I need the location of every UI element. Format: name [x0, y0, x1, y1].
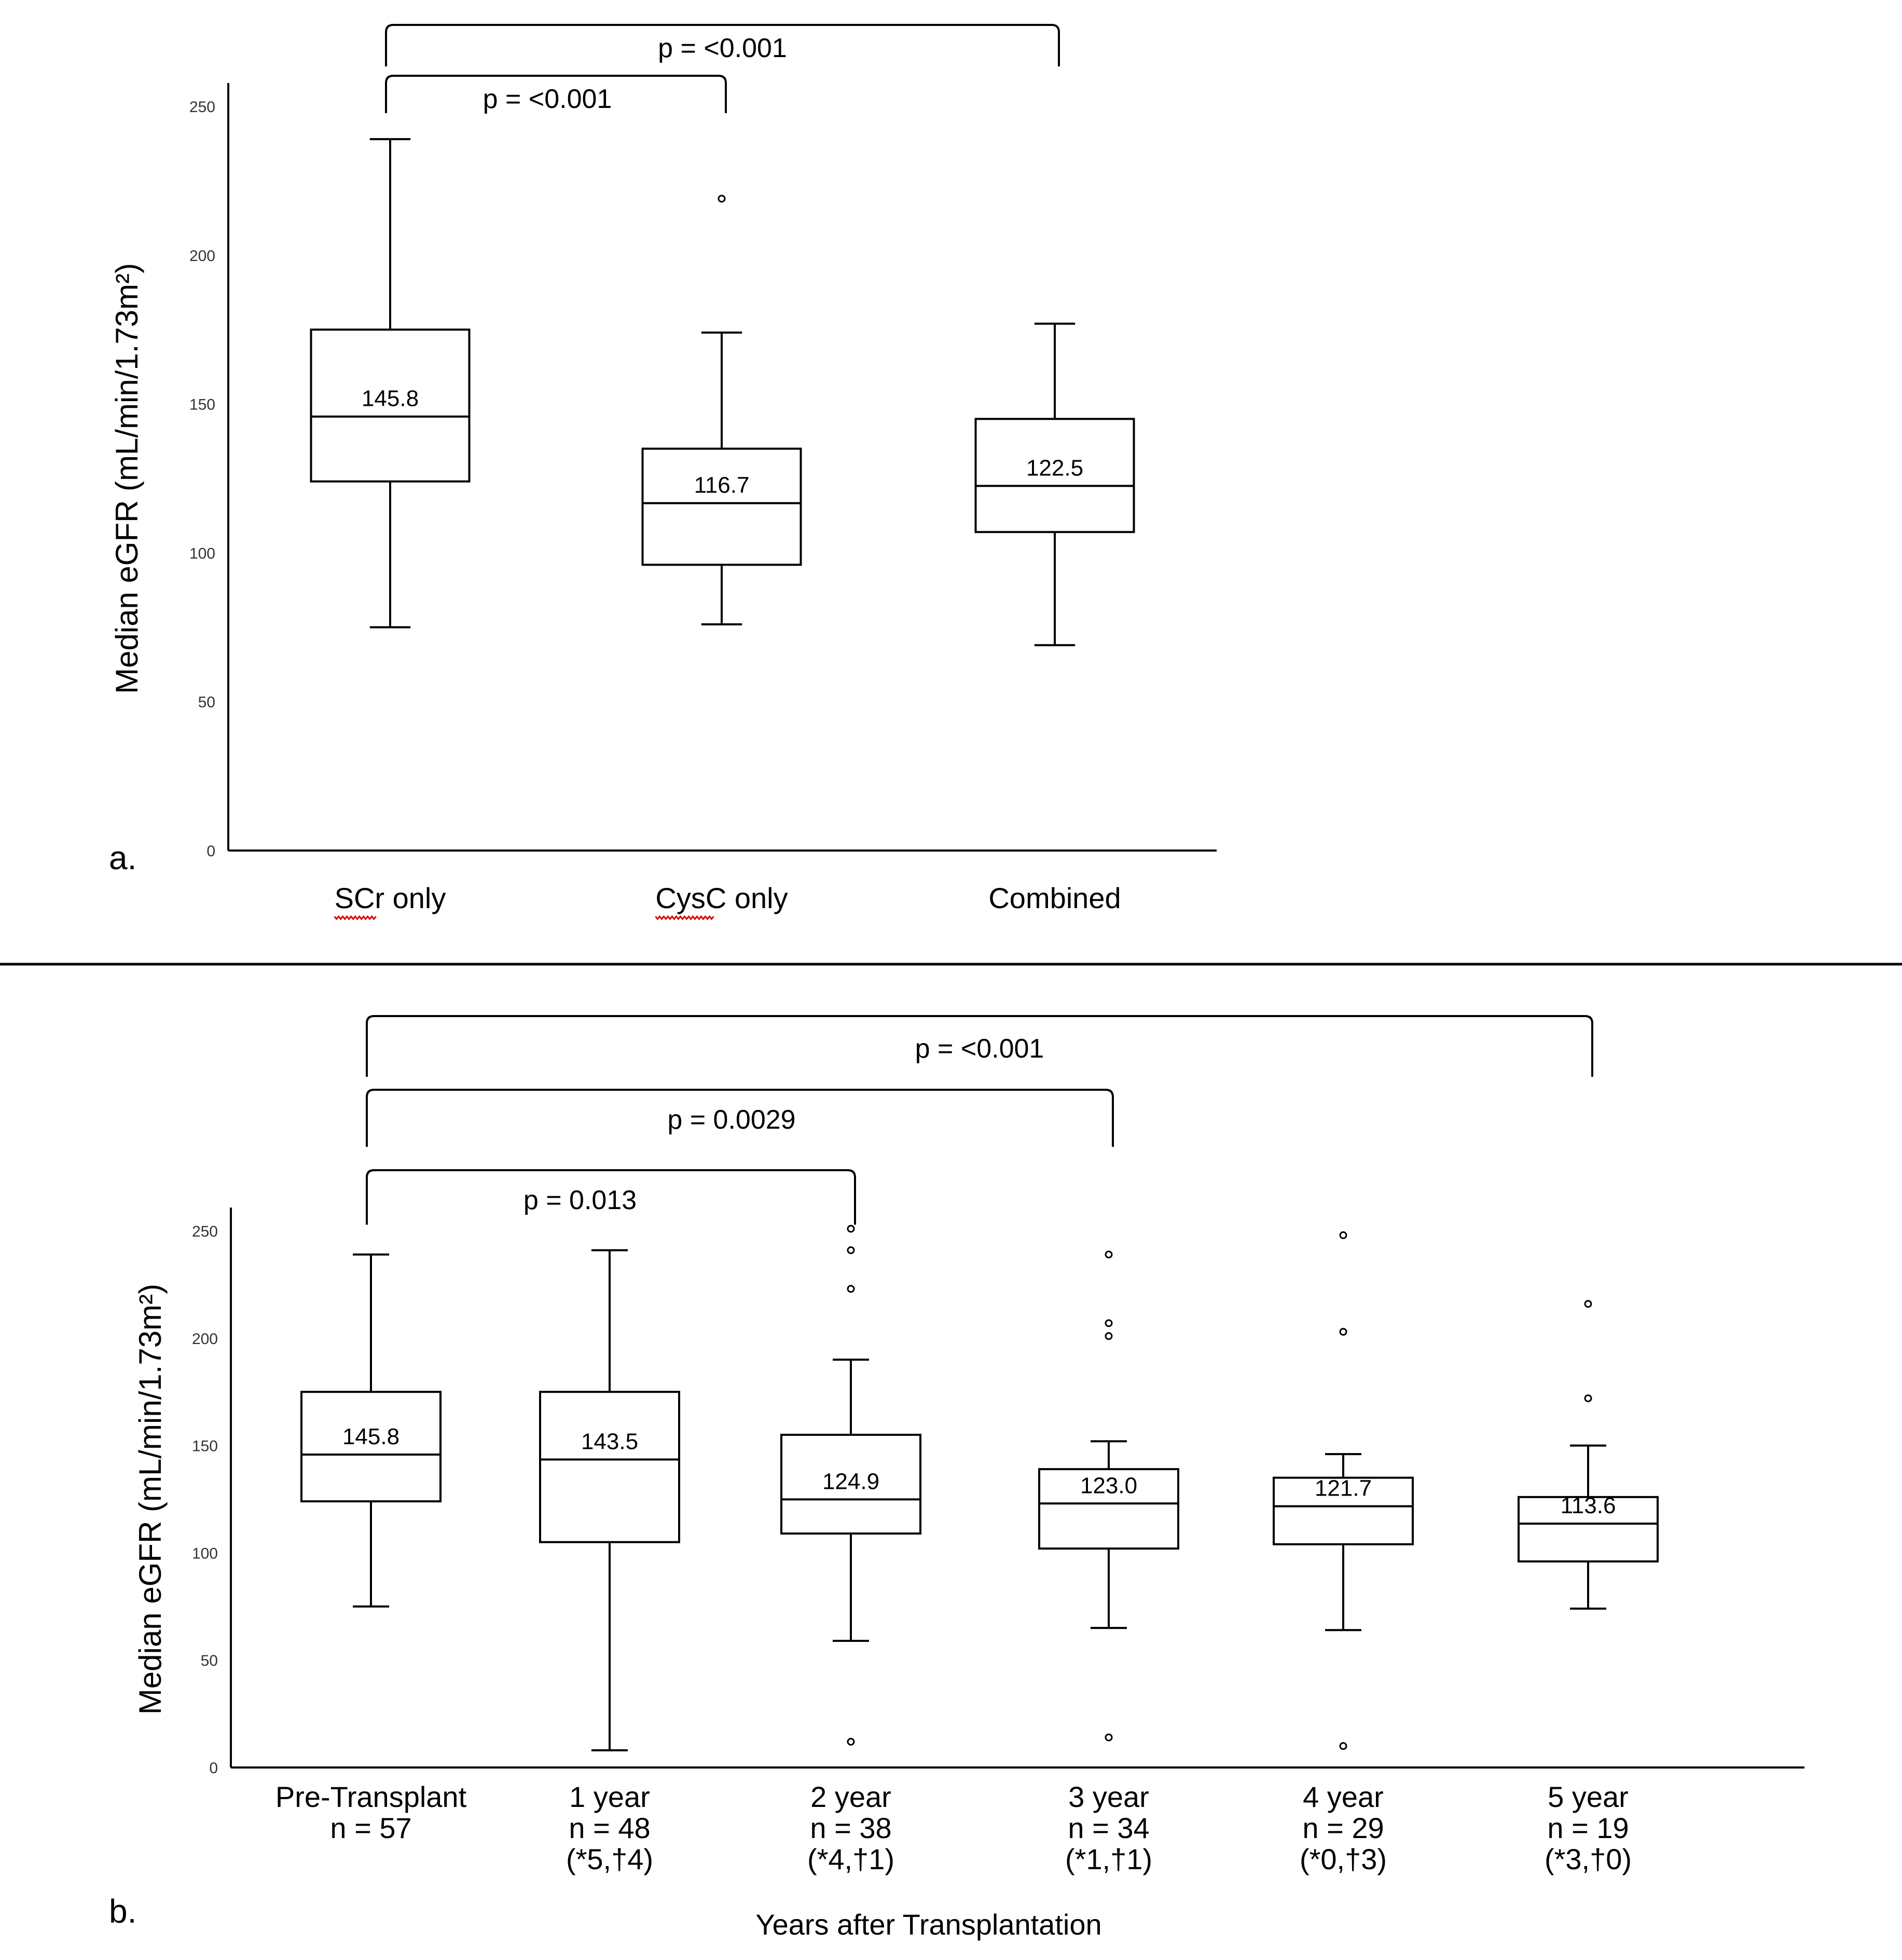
panel-a-median-label: 122.5 [1026, 455, 1083, 481]
panel-a-spellcheck-underline [655, 915, 714, 921]
panel-a-box [974, 418, 1135, 533]
panel-b-ytick-label: 0 [209, 1760, 218, 1777]
panel-b-median-label: 121.7 [1315, 1476, 1372, 1501]
panel-b-outlier-point [847, 1246, 855, 1254]
panel-b-category-label: n = 19 [1547, 1812, 1629, 1844]
panel-b-outlier-point [1105, 1733, 1113, 1742]
panel-a-median-label: 116.7 [694, 473, 750, 498]
panel-b-category-label: n = 57 [330, 1812, 411, 1844]
panel-a-y-axis-label: Median eGFR (mL/min/1.73m²) [109, 263, 144, 694]
panel-a-median-label: 145.8 [362, 386, 419, 412]
panel-b-category-label: 3 year [1068, 1780, 1149, 1813]
panel-b-outlier-point [847, 1225, 855, 1233]
panel-b-box [1273, 1476, 1414, 1545]
panel-a-box [310, 328, 471, 483]
panel-b-median-label: 123.0 [1080, 1473, 1137, 1498]
panel-b-x-axis-title: Years after Transplantation [755, 1908, 1101, 1941]
panel-b-p-value-label: p = 0.0029 [667, 1105, 795, 1135]
panel-b-box [300, 1391, 442, 1503]
panel-a-ytick-label: 150 [189, 396, 215, 414]
panel-a-ytick-label: 100 [189, 545, 215, 562]
panel-b-median-label: 143.5 [581, 1429, 638, 1454]
panel-b-category-label: n = 38 [810, 1812, 891, 1844]
panel-b-comparison-bracket [366, 1015, 1593, 1077]
panel-b-ytick-label: 50 [201, 1652, 218, 1669]
panel-b-category-label: 5 year [1548, 1780, 1629, 1813]
panel-a-ytick-label: 50 [198, 694, 215, 711]
panel-b-median-label: 145.8 [342, 1424, 399, 1449]
panel-b-chart: 0 50 100 150 200 250 Median eGFR (mL/min/1.73m… [109, 1015, 1804, 1941]
panel-b-category-label: (*1,†1) [1065, 1843, 1152, 1875]
panel-b-outlier-point [1339, 1742, 1347, 1750]
panel-b-y-axis-label: Median eGFR (mL/min/1.73m²) [133, 1284, 168, 1715]
panel-b-category-label: 4 year [1303, 1780, 1384, 1813]
panel-b-category-label: (*0,†3) [1300, 1843, 1387, 1875]
panel-b-outlier-point [1584, 1394, 1592, 1403]
panel-b-ytick-label: 250 [192, 1223, 218, 1240]
panel-b-category-label: 1 year [569, 1780, 650, 1813]
panel-b-comparison-bracket [366, 1169, 856, 1225]
panel-b-ytick-label: 200 [192, 1331, 218, 1348]
panel-b-outlier-point [1105, 1250, 1113, 1258]
panel-a-ytick-label: 200 [189, 248, 215, 265]
panel-b-category-label: n = 48 [569, 1812, 650, 1844]
panel-b-box [1038, 1468, 1179, 1550]
panel-b-category-label: (*5,†4) [566, 1843, 653, 1875]
panel-a-spellcheck-underline [334, 915, 377, 921]
panel-a-category-label: SCr only [335, 882, 446, 914]
panel-b-outlier-point [847, 1285, 855, 1293]
panel-b-p-value-label: p = 0.013 [523, 1185, 637, 1215]
panel-b-box [539, 1391, 680, 1543]
panel-b-box [780, 1433, 921, 1535]
panel-b-median-label: 124.9 [822, 1469, 879, 1494]
panel-b-category-label: 2 year [810, 1780, 891, 1813]
panel-b-outlier-point [1105, 1319, 1113, 1327]
panel-b-outlier-point [1339, 1327, 1347, 1336]
panel-a-p-value-label: p = <0.001 [658, 33, 787, 63]
panel-a-p-value-label: p = <0.001 [483, 84, 612, 114]
panel-a-chart: 0 50 100 150 200 250 Median eGFR (mL/min/1.73m… [109, 24, 1217, 921]
panel-b-ytick-label: 150 [192, 1438, 218, 1455]
panel-b-outlier-point [1339, 1231, 1347, 1239]
panel-b-box [1518, 1496, 1659, 1562]
panel-a-category-label: Combined [988, 882, 1121, 914]
panel-b-category-label: (*3,†0) [1545, 1843, 1632, 1875]
panel-a-category-label: CysC only [655, 882, 788, 914]
panel-a-box [641, 447, 802, 566]
panel-b-category-label: Pre-Transplant [275, 1780, 467, 1813]
panel-b-category-label: n = 34 [1068, 1812, 1149, 1844]
panel-b-median-label: 113.6 [1561, 1493, 1616, 1518]
panel-b-p-value-label: p = <0.001 [915, 1034, 1044, 1064]
panel-a-ytick-label: 0 [206, 843, 215, 860]
panel-a-outlier-point [718, 195, 726, 203]
panel-a-ytick-label: 250 [189, 99, 215, 116]
panel-b-comparison-bracket [366, 1089, 1114, 1147]
panel-b-outlier-point [1105, 1332, 1113, 1340]
panel-b-outlier-point [1584, 1300, 1592, 1308]
panel-b-category-label: n = 29 [1302, 1812, 1384, 1844]
panel-a-panel-label: a. [109, 839, 136, 876]
panel-b-panel-label: b. [109, 1893, 136, 1930]
panel-a-comparison-bracket [385, 75, 727, 113]
panel-a-comparison-bracket [385, 24, 1060, 66]
panel-b-ytick-label: 100 [192, 1545, 218, 1562]
panel-b-outlier-point [847, 1737, 855, 1746]
panel-b-category-label: (*4,†1) [807, 1843, 894, 1875]
